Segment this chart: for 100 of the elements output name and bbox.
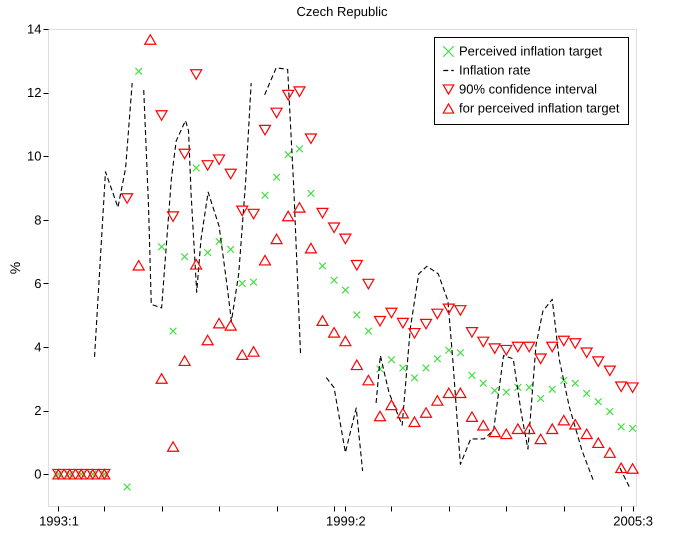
point xyxy=(224,320,237,331)
point xyxy=(284,150,292,159)
point xyxy=(410,374,418,382)
point xyxy=(247,346,260,357)
point xyxy=(385,400,398,410)
point xyxy=(374,316,386,327)
point xyxy=(258,254,272,266)
point xyxy=(477,420,490,431)
point xyxy=(350,260,363,271)
point xyxy=(350,359,363,370)
point xyxy=(558,414,570,426)
point xyxy=(166,211,180,222)
point xyxy=(330,276,338,284)
point xyxy=(442,387,455,398)
y-tick-label: 2 xyxy=(34,403,42,418)
point xyxy=(213,154,226,166)
point xyxy=(204,248,212,257)
point xyxy=(569,418,582,430)
point xyxy=(454,305,466,316)
point xyxy=(523,423,536,434)
point xyxy=(328,222,340,234)
point xyxy=(123,482,132,491)
point xyxy=(456,348,464,357)
y-tick-label: 6 xyxy=(34,276,42,291)
legend-label: Inflation rate xyxy=(459,62,531,78)
point xyxy=(362,278,374,290)
point xyxy=(468,371,476,380)
point xyxy=(626,463,639,474)
point xyxy=(477,336,490,348)
point xyxy=(548,385,556,394)
point xyxy=(190,258,202,270)
point xyxy=(571,379,580,388)
point xyxy=(238,279,246,288)
point xyxy=(628,424,637,432)
y-tick-label: 8 xyxy=(34,212,42,228)
point xyxy=(606,408,614,416)
y-tick-label: 0 xyxy=(34,466,42,482)
point xyxy=(156,373,168,384)
point xyxy=(190,69,202,80)
point xyxy=(352,310,361,319)
point xyxy=(512,423,524,434)
point xyxy=(592,356,604,367)
point xyxy=(626,382,639,394)
point xyxy=(546,423,558,434)
point xyxy=(615,381,628,392)
point xyxy=(604,447,616,458)
point xyxy=(466,411,478,422)
point xyxy=(534,353,547,364)
x-tick-label: 1993:1 xyxy=(39,514,79,528)
point xyxy=(224,168,237,180)
x-tick-label: 2005:3 xyxy=(613,514,653,528)
point xyxy=(408,416,421,428)
point xyxy=(466,327,478,338)
point xyxy=(582,389,591,398)
point xyxy=(134,67,143,76)
point xyxy=(396,318,409,328)
legend-label: 90% confidence interval xyxy=(459,82,598,96)
point xyxy=(236,349,248,360)
point xyxy=(420,407,432,418)
point xyxy=(387,356,396,364)
point xyxy=(431,308,444,320)
point xyxy=(422,364,430,372)
point xyxy=(270,234,283,244)
legend-label: for perceived inflation target xyxy=(459,100,620,116)
x-tick-label: 1999:2 xyxy=(326,514,366,528)
point xyxy=(444,346,453,354)
point xyxy=(580,428,593,440)
legend-label: Perceived inflation target xyxy=(459,44,602,58)
point xyxy=(304,133,318,144)
point xyxy=(293,202,306,213)
point xyxy=(364,327,372,336)
point xyxy=(374,410,386,422)
point xyxy=(615,462,628,474)
point xyxy=(226,245,235,254)
point xyxy=(261,191,269,200)
point xyxy=(534,434,547,444)
point xyxy=(431,395,444,406)
point xyxy=(502,388,510,396)
point xyxy=(546,342,558,352)
point xyxy=(293,86,306,97)
point xyxy=(362,374,374,386)
point xyxy=(296,144,304,153)
point xyxy=(617,422,626,431)
point xyxy=(304,242,318,254)
point xyxy=(490,386,499,395)
point xyxy=(479,379,488,388)
point xyxy=(592,437,604,448)
point xyxy=(488,426,501,438)
point xyxy=(339,234,352,244)
point xyxy=(166,441,180,452)
y-tick-label: 12 xyxy=(27,85,42,100)
point xyxy=(215,237,224,246)
y-tick-label: 10 xyxy=(27,148,42,164)
point xyxy=(500,344,512,356)
y-axis-title: % xyxy=(7,262,24,274)
point xyxy=(500,428,512,440)
point xyxy=(213,318,226,328)
point xyxy=(488,343,501,354)
point xyxy=(339,336,352,346)
point xyxy=(525,383,534,392)
